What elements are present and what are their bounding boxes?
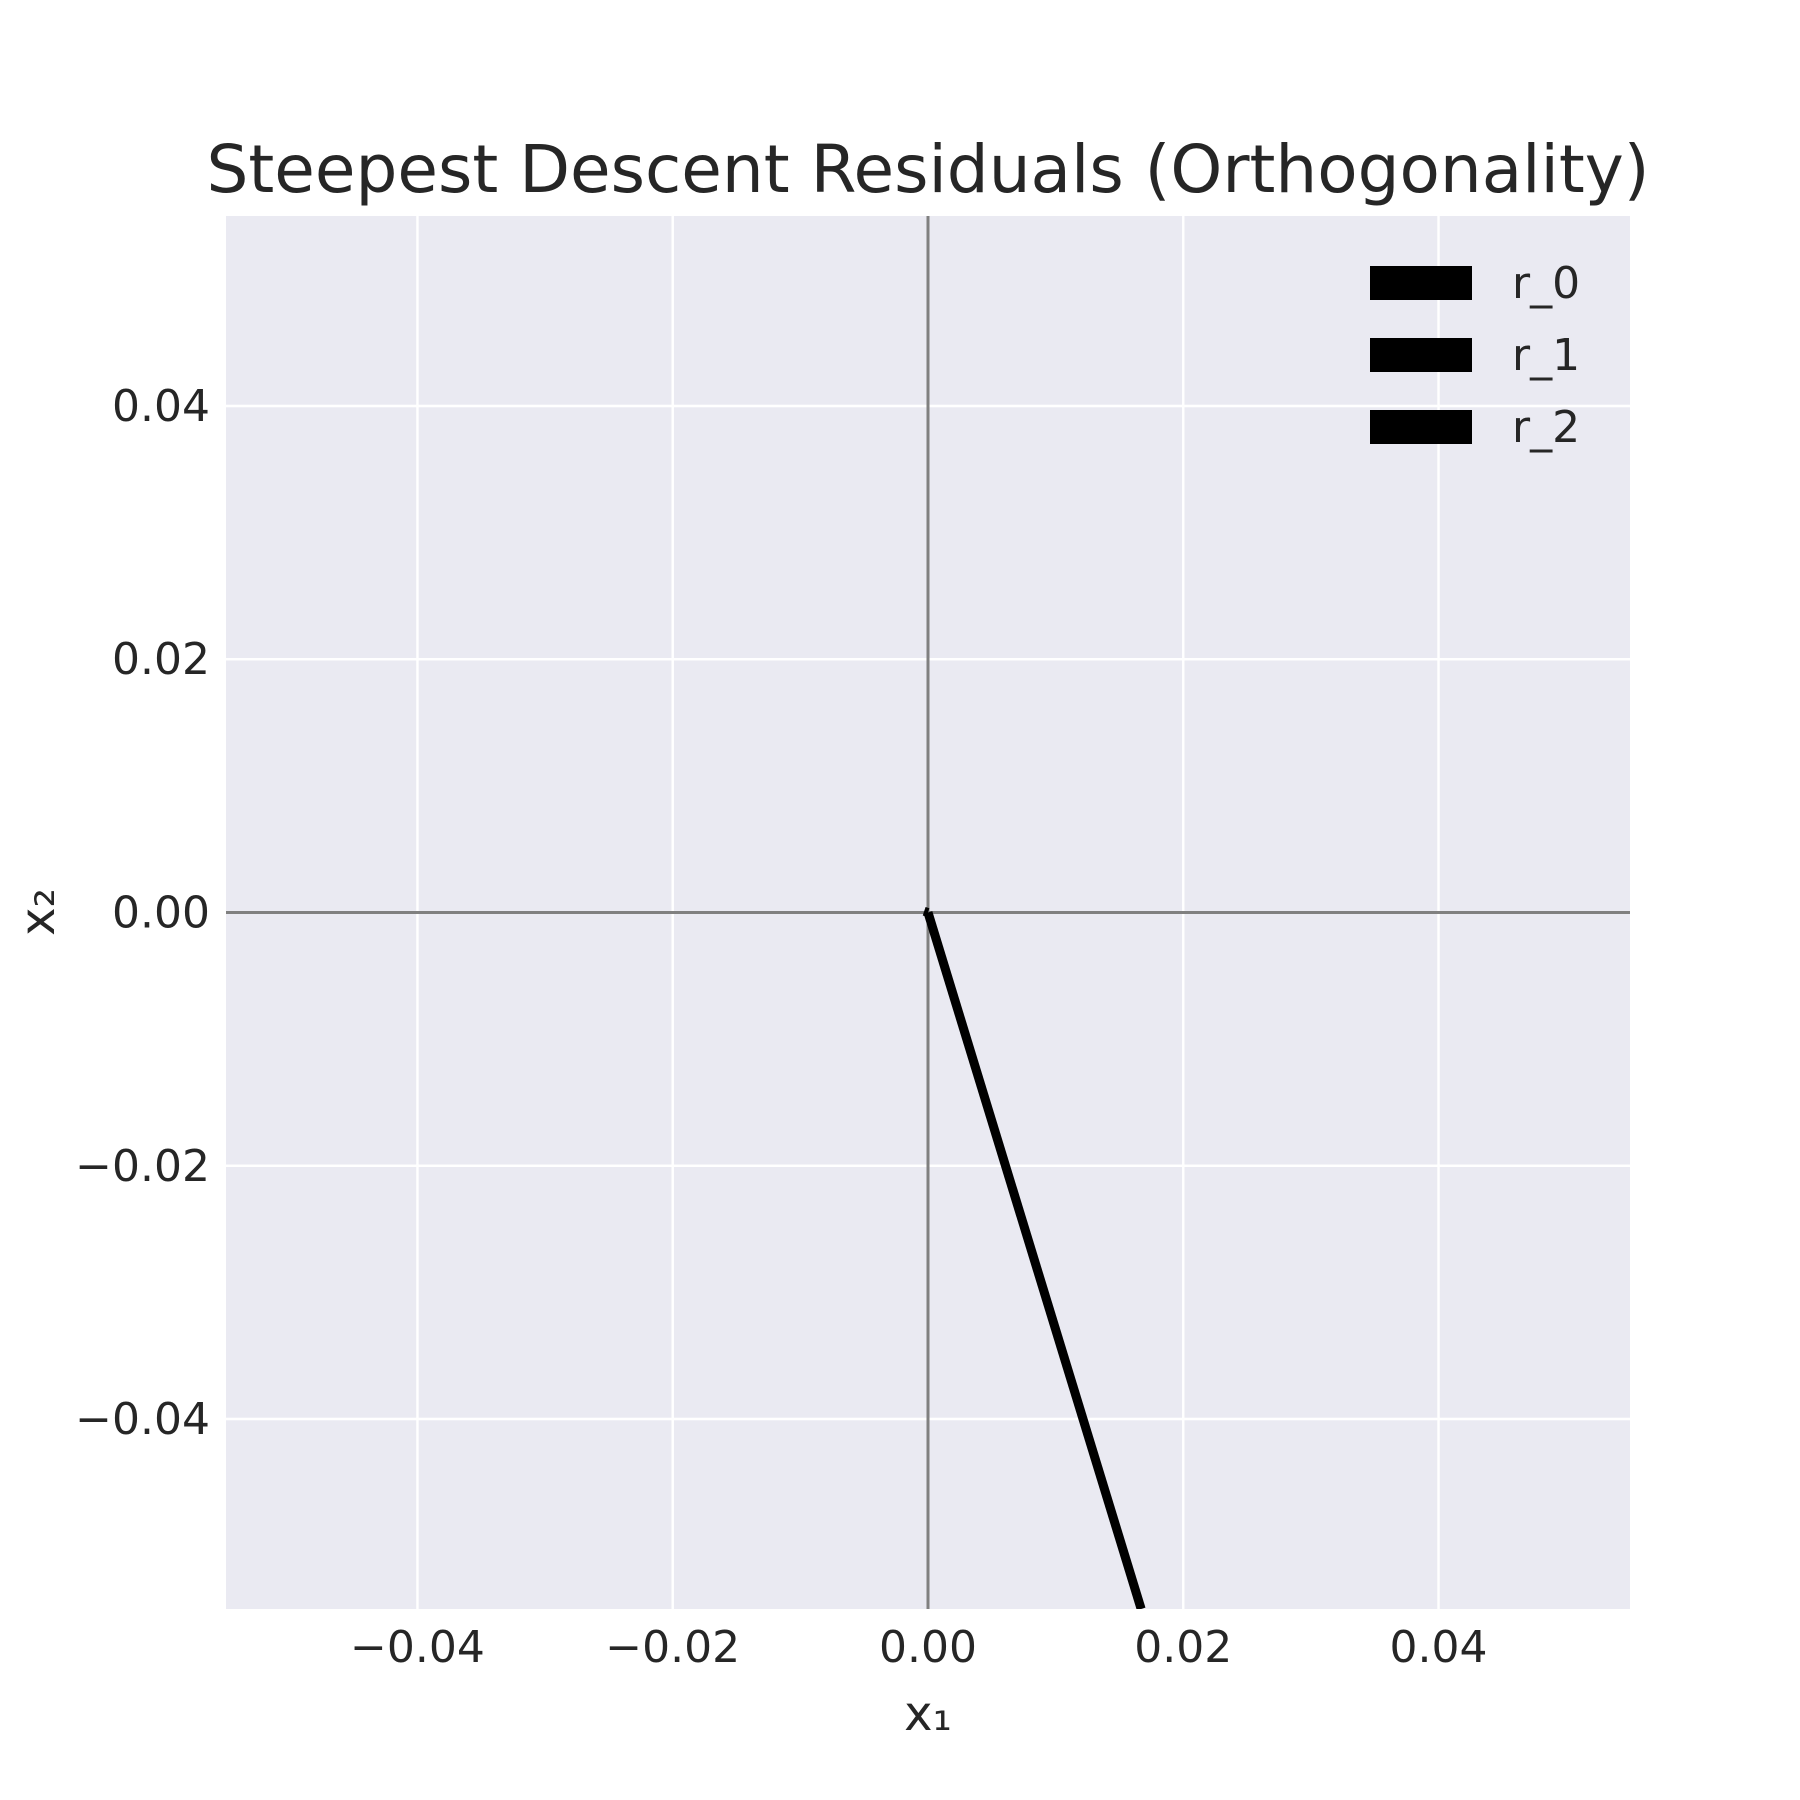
- y-axis-label: x₂: [10, 888, 66, 936]
- x-tick-label: −0.02: [605, 1622, 740, 1673]
- x-axis-label: x₁: [904, 1686, 952, 1742]
- x-tick-label: 0.04: [1390, 1622, 1488, 1673]
- y-tick-label: 0.00: [112, 888, 210, 939]
- y-tick-labels: −0.04 −0.02 0.00 0.02 0.04: [75, 381, 210, 1445]
- chart-title: Steepest Descent Residuals (Orthogonalit…: [206, 131, 1649, 208]
- x-tick-label: −0.04: [350, 1622, 485, 1673]
- legend-swatch: [1370, 410, 1472, 444]
- legend: r_0 r_1 r_2: [1370, 258, 1580, 453]
- series-line-r-1: [922, 906, 930, 917]
- series-lines: [922, 906, 1146, 1609]
- series-line-r-0: [923, 911, 1146, 1609]
- legend-swatch: [1370, 266, 1472, 300]
- legend-label: r_0: [1512, 258, 1580, 309]
- y-tick-label: 0.04: [112, 381, 210, 432]
- y-tick-label: 0.02: [112, 634, 210, 685]
- x-tick-label: 0.02: [1134, 1622, 1232, 1673]
- y-tick-label: −0.02: [75, 1141, 210, 1192]
- y-tick-label: −0.04: [75, 1394, 210, 1445]
- legend-label: r_2: [1512, 402, 1580, 453]
- x-tick-labels: −0.04 −0.02 0.00 0.02 0.04: [350, 1622, 1487, 1673]
- legend-swatch: [1370, 338, 1472, 372]
- legend-label: r_1: [1512, 330, 1580, 381]
- x-tick-label: 0.00: [879, 1622, 977, 1673]
